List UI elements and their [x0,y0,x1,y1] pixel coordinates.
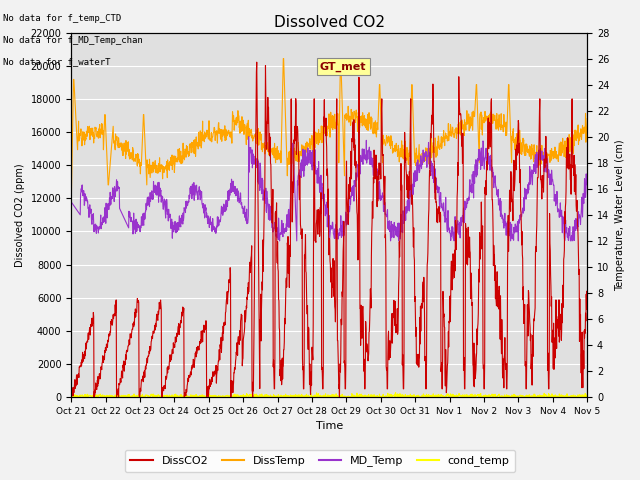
Text: No data for f_temp_CTD: No data for f_temp_CTD [3,14,122,24]
Text: No data for f_waterT: No data for f_waterT [3,58,111,67]
Y-axis label: Dissolved CO2 (ppm): Dissolved CO2 (ppm) [15,163,25,267]
Y-axis label: Temperature, Water Level (cm): Temperature, Water Level (cm) [615,139,625,291]
Text: GT_met: GT_met [320,61,367,72]
Legend: DissCO2, DissTemp, MD_Temp, cond_temp: DissCO2, DissTemp, MD_Temp, cond_temp [125,450,515,472]
X-axis label: Time: Time [316,421,343,432]
Title: Dissolved CO2: Dissolved CO2 [274,15,385,30]
Text: No data for f_MD_Temp_chan: No data for f_MD_Temp_chan [3,36,143,45]
